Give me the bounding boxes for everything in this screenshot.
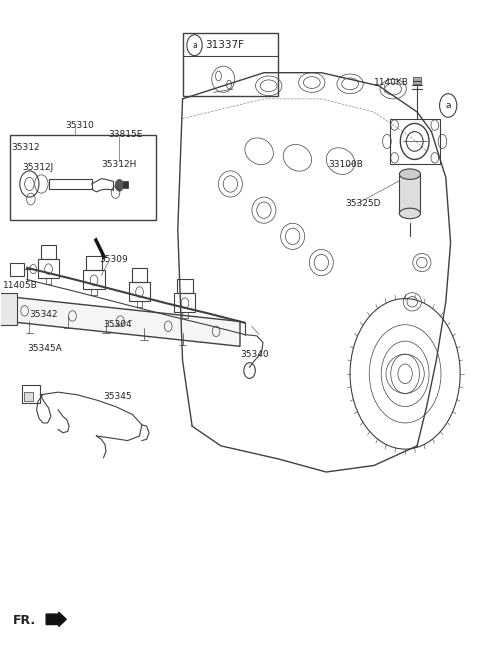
Bar xyxy=(48,178,92,189)
Text: 33100B: 33100B xyxy=(328,160,363,169)
Bar xyxy=(182,33,278,96)
Text: 35345A: 35345A xyxy=(27,344,62,354)
Text: 35342: 35342 xyxy=(29,310,58,319)
Text: 1140KB: 1140KB xyxy=(374,78,409,87)
Bar xyxy=(86,256,102,270)
Text: 35312J: 35312J xyxy=(22,163,53,172)
Bar xyxy=(41,245,56,259)
Text: a: a xyxy=(192,41,197,50)
Ellipse shape xyxy=(399,208,420,218)
Bar xyxy=(10,262,24,276)
Bar xyxy=(10,135,156,220)
Text: 31337F: 31337F xyxy=(205,40,244,51)
Bar xyxy=(390,119,440,165)
Text: 35309: 35309 xyxy=(99,255,128,264)
Text: 35340: 35340 xyxy=(240,350,269,359)
Bar xyxy=(174,293,195,312)
Bar xyxy=(129,282,150,300)
Ellipse shape xyxy=(399,169,420,179)
Text: 33815E: 33815E xyxy=(108,131,143,139)
Bar xyxy=(22,385,40,403)
Bar xyxy=(413,77,421,84)
Text: 35312: 35312 xyxy=(11,144,40,152)
Bar xyxy=(123,181,128,188)
Text: a: a xyxy=(445,101,451,110)
Polygon shape xyxy=(8,297,240,346)
Text: 35345: 35345 xyxy=(104,392,132,401)
Polygon shape xyxy=(94,237,106,259)
Bar xyxy=(0,293,17,325)
Circle shape xyxy=(115,179,124,191)
FancyArrow shape xyxy=(46,612,66,626)
Bar xyxy=(177,279,192,293)
Bar xyxy=(38,259,59,277)
Text: FR.: FR. xyxy=(12,614,36,627)
Text: 11405B: 11405B xyxy=(3,281,38,290)
Bar xyxy=(399,174,420,213)
Bar xyxy=(24,392,33,401)
Text: 35310: 35310 xyxy=(65,121,94,130)
Text: 35325D: 35325D xyxy=(345,199,381,208)
Bar xyxy=(84,270,105,289)
Bar xyxy=(132,268,147,282)
Text: 35312H: 35312H xyxy=(101,160,137,169)
Text: 35304: 35304 xyxy=(104,320,132,329)
